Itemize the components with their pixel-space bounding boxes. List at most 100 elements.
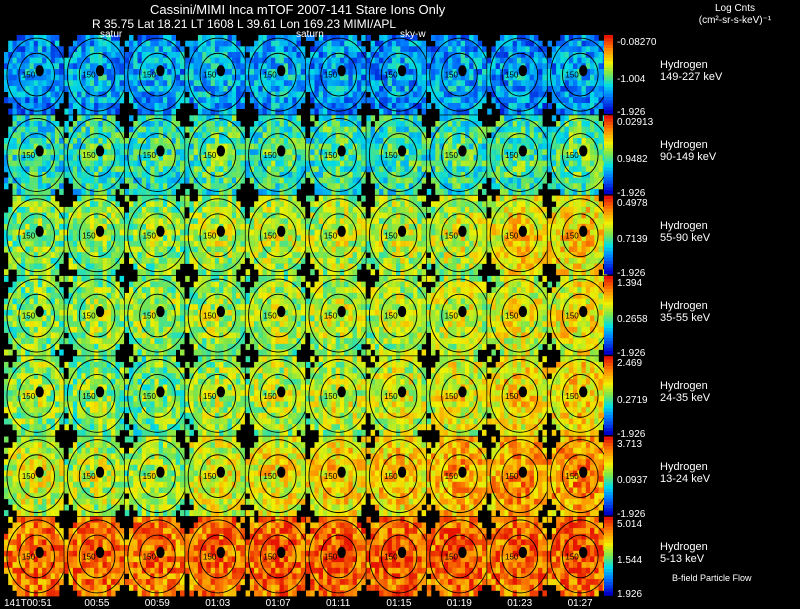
ena-image-r0-c3: 150 bbox=[185, 35, 245, 115]
ena-image-r6-c5: 150 bbox=[306, 516, 366, 597]
ena-image-r4-c3: 150 bbox=[185, 356, 245, 436]
colorbar-tick-cbar_max: 0.02913 bbox=[617, 117, 654, 129]
species-label: Hydrogen bbox=[660, 380, 708, 393]
contour-label: 150 bbox=[445, 472, 459, 481]
ena-image-r0-c6: 150 bbox=[366, 35, 427, 115]
colorbar-tick-cbar_max: 3.713 bbox=[617, 438, 643, 450]
time-tick-label: 01:19 bbox=[446, 598, 472, 609]
species-label: Hydrogen bbox=[660, 219, 708, 232]
ena-image-r2-c8: 150 bbox=[487, 195, 547, 276]
ena-image-r6-c3: 150 bbox=[185, 516, 245, 597]
ena-image-r0-c5: 150 bbox=[306, 35, 366, 115]
contour-label: 150 bbox=[22, 472, 36, 481]
contour-label: 150 bbox=[143, 71, 157, 80]
ena-image-r3-c7: 150 bbox=[426, 275, 487, 356]
contour-label: 150 bbox=[82, 71, 96, 80]
colorbar-tick-cbar_min: -1.926 bbox=[617, 107, 646, 119]
contour-label: 150 bbox=[263, 392, 277, 401]
time-tick-label: 00:55 bbox=[84, 598, 110, 609]
colorbar-6 bbox=[604, 516, 613, 596]
contour-label: 150 bbox=[203, 151, 217, 160]
ena-image-r4-c0: 150 bbox=[4, 356, 64, 436]
ena-image-r1-c6: 150 bbox=[366, 115, 427, 195]
colorbar-5 bbox=[604, 436, 613, 516]
ena-image-r4-c2: 150 bbox=[124, 356, 185, 436]
orbit-metadata: R 35.75 Lat 18.21 LT 1608 L 39.61 Lon 16… bbox=[92, 17, 396, 31]
ena-image-r4-c5: 150 bbox=[306, 356, 366, 436]
contour-label: 150 bbox=[263, 552, 277, 561]
contour-label: 150 bbox=[505, 392, 519, 401]
contour-label: 150 bbox=[263, 472, 277, 481]
ena-image-r0-c0: 150 bbox=[4, 35, 64, 115]
contour-label: 150 bbox=[203, 392, 217, 401]
ena-image-r0-c8: 150 bbox=[487, 35, 547, 115]
ena-image-r2-c4: 150 bbox=[245, 195, 306, 276]
energy-range-label: 35-55 keV bbox=[660, 311, 711, 324]
ena-image-r1-c9: 150 bbox=[547, 115, 608, 195]
ena-image-r3-c5: 150 bbox=[306, 275, 366, 356]
energy-range-label: 5-13 keV bbox=[660, 552, 705, 565]
contour-label: 150 bbox=[22, 312, 36, 321]
overlay-label-saturn-1: satur bbox=[100, 29, 123, 40]
time-tick-label: 00:59 bbox=[144, 598, 170, 609]
ena-image-r0-c9: 150 bbox=[547, 35, 608, 115]
contour-label: 150 bbox=[203, 231, 217, 240]
contour-label: 150 bbox=[22, 552, 36, 561]
ena-image-r3-c6: 150 bbox=[366, 275, 427, 356]
contour-label: 150 bbox=[143, 151, 157, 160]
ena-image-r3-c0: 150 bbox=[4, 275, 64, 356]
contour-label: 150 bbox=[445, 231, 459, 240]
contour-label: 150 bbox=[565, 71, 579, 80]
contour-label: 150 bbox=[445, 151, 459, 160]
colorbar-tick-cbar_mid: 0.2658 bbox=[617, 314, 648, 326]
ena-image-r4-c7: 150 bbox=[426, 356, 487, 436]
ena-image-r2-c9: 150 bbox=[547, 195, 608, 276]
contour-label: 150 bbox=[565, 472, 579, 481]
contour-label: 150 bbox=[505, 472, 519, 481]
colorbar-tick-cbar_min: -1.926 bbox=[617, 508, 646, 520]
contour-label: 150 bbox=[22, 392, 36, 401]
contour-label: 150 bbox=[384, 71, 398, 80]
ena-image-r3-c8: 150 bbox=[487, 275, 547, 356]
ena-image-r6-c1: 150 bbox=[64, 516, 125, 597]
contour-label: 150 bbox=[445, 312, 459, 321]
time-tick-label: 141T00:51 bbox=[4, 598, 52, 609]
colorbar-units: Log Cnts (cm²-sr-s-keV)⁻¹ bbox=[676, 3, 794, 27]
b-field-flow-label: B-field Particle Flow bbox=[672, 573, 752, 583]
ena-image-r3-c2: 150 bbox=[124, 275, 185, 356]
time-tick-label: 01:27 bbox=[567, 598, 593, 609]
contour-label: 150 bbox=[324, 472, 338, 481]
ena-image-r6-c7: 150 bbox=[426, 516, 487, 597]
species-label: Hydrogen bbox=[660, 299, 708, 312]
colorbar-tick-cbar_max: 1.394 bbox=[617, 277, 643, 289]
colorbar-tick-cbar_mid: 0.7139 bbox=[617, 234, 648, 246]
contour-label: 150 bbox=[565, 151, 579, 160]
energy-range-label: 90-149 keV bbox=[660, 151, 717, 164]
plot-title: Cassini/MIMI Inca mTOF 2007-141 Stare Io… bbox=[150, 2, 446, 17]
contour-label: 150 bbox=[384, 552, 398, 561]
ena-image-r2-c6: 150 bbox=[366, 195, 427, 276]
ena-image-r5-c4: 150 bbox=[245, 436, 306, 517]
ena-image-r6-c2: 150 bbox=[124, 516, 185, 597]
contour-label: 150 bbox=[505, 312, 519, 321]
ena-image-r1-c5: 150 bbox=[306, 115, 366, 195]
ena-image-r2-c0: 150 bbox=[4, 195, 64, 276]
contour-label: 150 bbox=[82, 231, 96, 240]
contour-label: 150 bbox=[324, 71, 338, 80]
energy-band-label: Hydrogen 90-149 keV bbox=[660, 139, 716, 163]
ena-image-r4-c6: 150 bbox=[366, 356, 427, 436]
contour-label: 150 bbox=[82, 552, 96, 561]
energy-band-label: Hydrogen 55-90 keV bbox=[660, 220, 710, 244]
colorbar-tick-cbar_min: 1.926 bbox=[617, 589, 643, 601]
contour-label: 150 bbox=[445, 392, 459, 401]
ena-image-r1-c4: 150 bbox=[245, 115, 306, 195]
colorbar-1 bbox=[604, 115, 613, 195]
contour-label: 150 bbox=[384, 312, 398, 321]
ena-image-r5-c7: 150 bbox=[426, 436, 487, 517]
contour-label: 150 bbox=[143, 231, 157, 240]
ena-image-r4-c9: 150 bbox=[547, 356, 608, 436]
ena-image-r0-c7: 150 bbox=[426, 35, 487, 115]
colorbar-tick-cbar_max: 2.469 bbox=[617, 358, 643, 370]
energy-range-label: 149-227 keV bbox=[660, 71, 723, 84]
